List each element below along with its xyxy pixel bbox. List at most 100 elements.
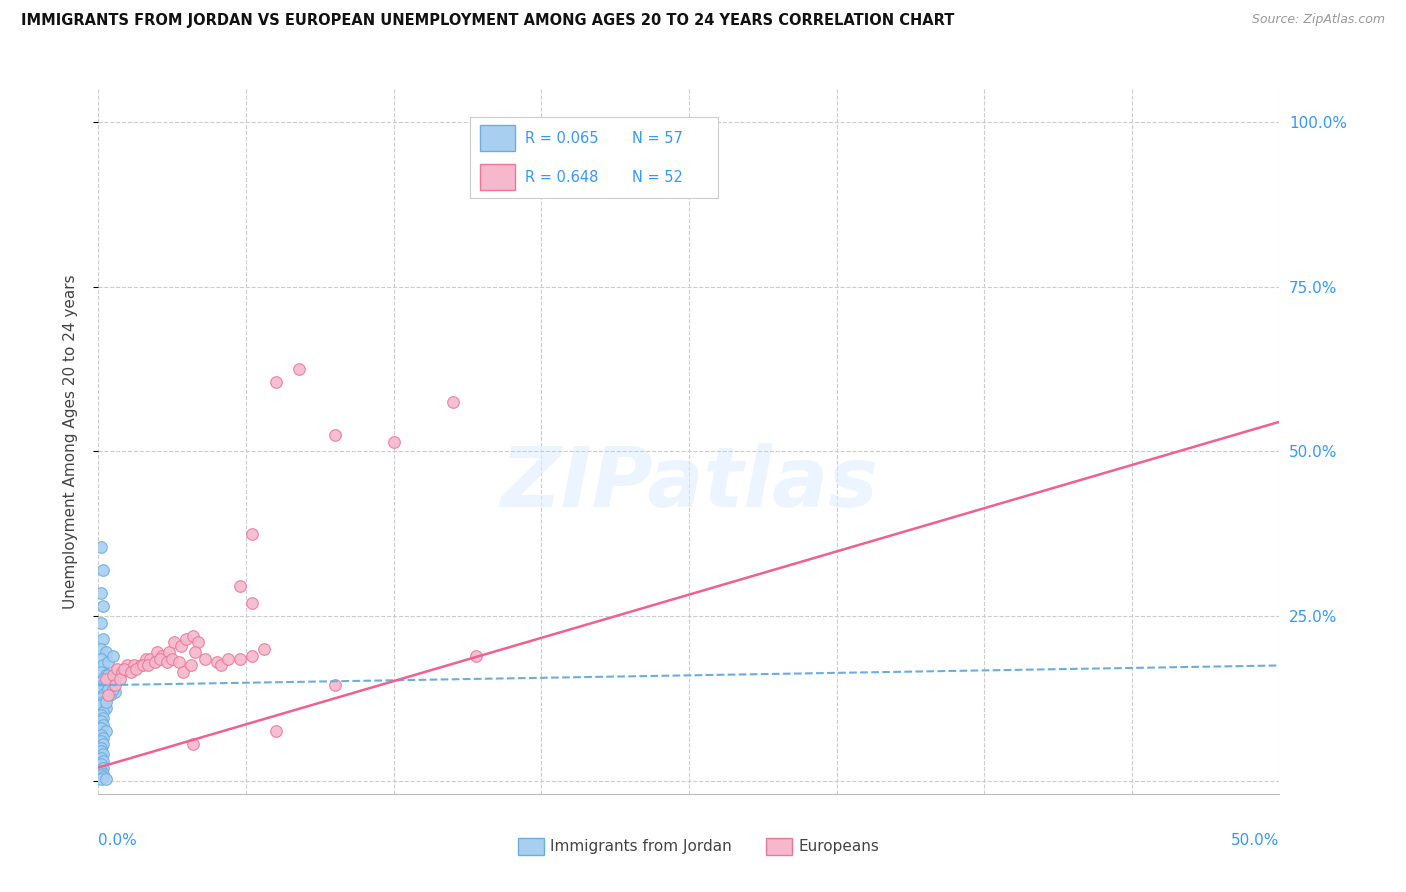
Y-axis label: Unemployment Among Ages 20 to 24 years: Unemployment Among Ages 20 to 24 years bbox=[63, 274, 77, 609]
Point bbox=[180, 658, 202, 673]
Point bbox=[181, 629, 204, 643]
Point bbox=[240, 526, 263, 541]
Point bbox=[167, 655, 190, 669]
Point bbox=[115, 658, 138, 673]
Point bbox=[91, 563, 114, 577]
Point bbox=[108, 672, 131, 686]
Point bbox=[288, 362, 311, 376]
Point bbox=[170, 639, 193, 653]
Point bbox=[91, 717, 114, 731]
Point bbox=[91, 771, 114, 785]
Point bbox=[323, 678, 346, 692]
Point bbox=[94, 772, 117, 787]
Point bbox=[90, 615, 112, 630]
Point bbox=[135, 652, 157, 666]
Point bbox=[465, 648, 488, 663]
Point bbox=[90, 707, 112, 722]
Point bbox=[97, 655, 120, 669]
Text: R = 0.648: R = 0.648 bbox=[524, 169, 599, 185]
Point bbox=[94, 668, 117, 682]
Text: 50.0%: 50.0% bbox=[1232, 832, 1279, 847]
Point bbox=[111, 665, 134, 679]
Point bbox=[90, 691, 112, 706]
Point bbox=[90, 698, 112, 712]
Text: IMMIGRANTS FROM JORDAN VS EUROPEAN UNEMPLOYMENT AMONG AGES 20 TO 24 YEARS CORREL: IMMIGRANTS FROM JORDAN VS EUROPEAN UNEMP… bbox=[21, 13, 955, 29]
Point bbox=[97, 688, 120, 702]
Point bbox=[94, 695, 117, 709]
Point bbox=[104, 685, 127, 699]
Point bbox=[122, 658, 145, 673]
Point bbox=[91, 754, 114, 768]
Point bbox=[125, 662, 148, 676]
Point bbox=[94, 724, 117, 739]
Point bbox=[101, 681, 124, 696]
Point bbox=[91, 705, 114, 719]
Point bbox=[91, 672, 114, 686]
Point bbox=[94, 645, 117, 659]
Point bbox=[91, 760, 114, 774]
Point bbox=[121, 665, 143, 679]
Point bbox=[98, 688, 121, 702]
Point bbox=[94, 685, 117, 699]
Point bbox=[136, 658, 159, 673]
Point bbox=[90, 744, 112, 758]
Point bbox=[253, 642, 276, 657]
Point bbox=[441, 395, 464, 409]
Point bbox=[146, 645, 169, 659]
Point bbox=[157, 645, 180, 659]
Point bbox=[90, 681, 112, 696]
Point bbox=[91, 632, 114, 646]
Text: ZIPatlas: ZIPatlas bbox=[501, 443, 877, 524]
Point bbox=[132, 658, 155, 673]
Point bbox=[90, 674, 112, 689]
Point bbox=[91, 711, 114, 725]
Point bbox=[172, 665, 194, 679]
Point bbox=[90, 734, 112, 748]
Point bbox=[129, 658, 152, 673]
Point bbox=[323, 428, 346, 442]
Point bbox=[112, 662, 135, 676]
Point bbox=[264, 724, 287, 739]
Point bbox=[105, 662, 128, 676]
Point bbox=[149, 652, 172, 666]
Point bbox=[229, 579, 252, 593]
FancyBboxPatch shape bbox=[766, 838, 792, 855]
Point bbox=[91, 599, 114, 614]
Point bbox=[90, 652, 112, 666]
Point bbox=[187, 635, 209, 649]
Point bbox=[143, 655, 166, 669]
Point bbox=[184, 645, 207, 659]
Point bbox=[264, 376, 287, 390]
Point bbox=[101, 648, 124, 663]
Point bbox=[91, 695, 114, 709]
Point bbox=[90, 714, 112, 729]
Point bbox=[97, 681, 120, 696]
Point bbox=[91, 767, 114, 781]
Point bbox=[90, 757, 112, 772]
Point bbox=[97, 668, 120, 682]
Point bbox=[91, 688, 114, 702]
Point bbox=[150, 648, 173, 663]
Text: Immigrants from Jordan: Immigrants from Jordan bbox=[550, 839, 731, 855]
Text: N = 57: N = 57 bbox=[631, 131, 682, 146]
Point bbox=[382, 434, 405, 449]
Point bbox=[160, 652, 183, 666]
Point bbox=[209, 658, 232, 673]
Point bbox=[90, 772, 112, 786]
Point bbox=[90, 768, 112, 782]
Point bbox=[90, 540, 112, 554]
Point bbox=[90, 764, 112, 778]
Point bbox=[101, 668, 124, 682]
Point bbox=[181, 738, 204, 752]
Text: Source: ZipAtlas.com: Source: ZipAtlas.com bbox=[1251, 13, 1385, 27]
Text: N = 52: N = 52 bbox=[631, 169, 682, 185]
Point bbox=[90, 740, 112, 755]
Point bbox=[90, 665, 112, 679]
FancyBboxPatch shape bbox=[481, 164, 515, 190]
Point bbox=[98, 672, 121, 686]
Point bbox=[90, 721, 112, 735]
Point bbox=[90, 586, 112, 600]
Point bbox=[91, 658, 114, 673]
Text: R = 0.065: R = 0.065 bbox=[524, 131, 599, 146]
Point bbox=[194, 652, 217, 666]
